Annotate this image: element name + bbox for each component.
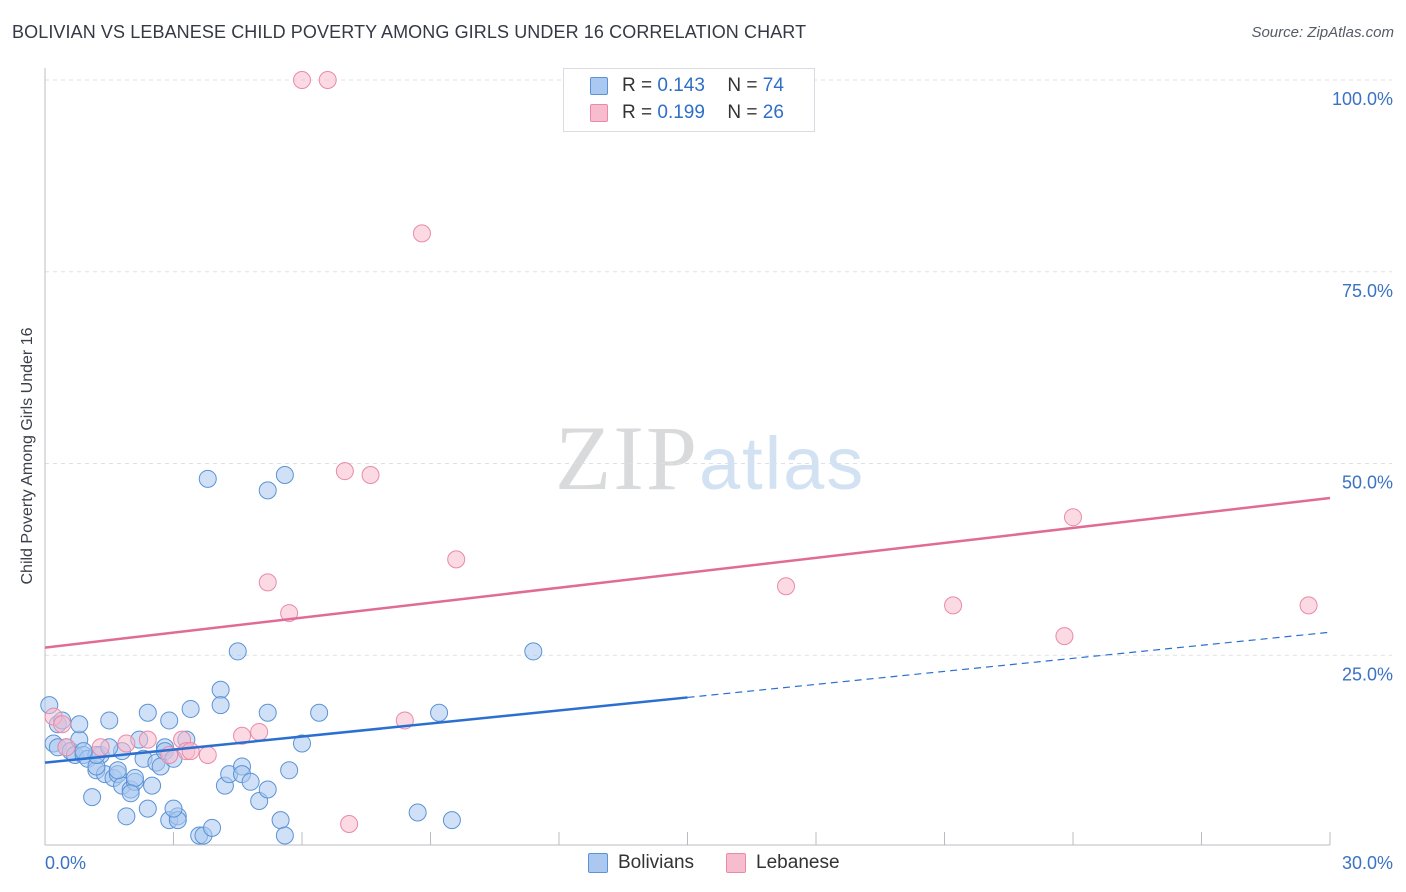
bolivians-point [228, 642, 247, 661]
bolivians-point [100, 711, 119, 730]
lebanese-point [53, 715, 72, 734]
lebanese-point [1055, 627, 1074, 646]
bolivians-trend-extension [687, 631, 1331, 699]
series-legend: Bolivians Lebanese [588, 852, 872, 874]
bolivians-point [211, 696, 230, 715]
lebanese-point [335, 462, 354, 481]
lebanese-point [944, 596, 963, 615]
watermark-zip: ZIP [555, 407, 699, 509]
legend-item-bolivians: Bolivians [588, 852, 694, 874]
lebanese-point [318, 71, 337, 89]
bolivians-point [211, 680, 230, 699]
lebanese-point [293, 71, 311, 89]
bolivians-point [143, 776, 162, 795]
lebanese-trend-line [44, 496, 1331, 649]
lebanese-point [138, 730, 157, 749]
legend-n-value: 74 [762, 75, 784, 96]
bolivians-point [121, 784, 140, 803]
x-tick-labels: 0.0% 30.0% [45, 853, 1393, 873]
y-tick-label: 25.0% [1342, 664, 1393, 684]
legend-n-value: 26 [762, 102, 784, 123]
bolivians-point [442, 811, 461, 830]
bolivians-point [83, 788, 102, 807]
bolivians-point [70, 715, 89, 734]
lebanese-point [117, 734, 136, 753]
bolivians-point [181, 699, 200, 718]
legend-r-value: 0.143 [657, 75, 705, 96]
y-tick-labels: 25.0% 50.0% 75.0% 100.0% [1332, 89, 1393, 684]
bolivians-point [258, 703, 277, 722]
bolivians-point [241, 772, 260, 791]
bolivians-point [430, 703, 449, 722]
legend-r-label: R = [622, 102, 653, 123]
legend-row-lebanese: R = 0.199 N = 26 [590, 102, 784, 124]
y-tick-label: 100.0% [1332, 89, 1393, 109]
lebanese-point [91, 738, 110, 757]
lebanese-point [412, 224, 431, 243]
lebanese-point [250, 722, 269, 741]
bolivians-point [275, 466, 294, 485]
lebanese-point [233, 726, 252, 745]
bolivians-point [258, 780, 277, 799]
bolivians-point [310, 703, 329, 722]
bolivians-point [524, 642, 543, 661]
trend-lines [44, 496, 1331, 764]
bolivians-point [138, 703, 157, 722]
bolivians-point [138, 799, 157, 818]
lebanese-point [258, 573, 277, 592]
legend-r-value: 0.199 [657, 102, 705, 123]
bolivians-point [117, 807, 136, 826]
bolivians-point [160, 711, 179, 730]
legend-r-label: R = [622, 75, 653, 96]
lebanese-points [44, 71, 1318, 833]
bolivians-point [275, 826, 294, 845]
x-tick-label: 0.0% [45, 853, 86, 873]
lebanese-point [280, 604, 299, 623]
bolivians-point [198, 469, 217, 488]
lebanese-point [447, 550, 466, 569]
bolivians-point [203, 818, 222, 837]
bolivians-point [164, 799, 183, 818]
watermark: ZIPatlas [555, 405, 865, 511]
lebanese-point [340, 814, 359, 833]
legend-swatch-blue [590, 77, 608, 95]
lebanese-point [361, 466, 380, 485]
legend-swatch-pink [726, 853, 747, 873]
legend-label-bolivians: Bolivians [618, 852, 695, 873]
chart-title: BOLIVIAN VS LEBANESE CHILD POVERTY AMONG… [12, 22, 807, 42]
lebanese-point [1064, 508, 1082, 527]
bolivians-point [125, 768, 144, 787]
legend-swatch-blue [588, 853, 608, 873]
bolivians-point [293, 734, 311, 753]
bolivians-point [271, 811, 290, 830]
correlation-legend: R = 0.143 N = 74 R = 0.199 N = 26 [563, 68, 815, 132]
lebanese-point [777, 577, 796, 596]
bolivians-trend-line [44, 696, 688, 764]
y-tick-label: 50.0% [1342, 473, 1393, 493]
bolivians-point [108, 761, 127, 780]
y-tick-label: 75.0% [1342, 281, 1393, 301]
legend-n-label: N = [727, 75, 758, 96]
x-axis-ticks [44, 832, 1331, 845]
legend-n-label: N = [727, 102, 758, 123]
lebanese-point [1299, 596, 1318, 615]
lebanese-point [57, 738, 76, 757]
legend-row-bolivians: R = 0.143 N = 74 [590, 75, 784, 97]
legend-label-lebanese: Lebanese [756, 852, 840, 873]
legend-swatch-pink [590, 104, 608, 122]
bolivians-point [258, 481, 277, 500]
bolivians-point [280, 761, 299, 780]
bolivians-points [40, 466, 543, 845]
y-axis-label: Child Poverty Among Girls Under 16 [19, 327, 36, 585]
source-credit: Source: ZipAtlas.com [1251, 24, 1394, 41]
legend-item-lebanese: Lebanese [726, 852, 840, 874]
x-tick-label: 30.0% [1342, 853, 1393, 873]
lebanese-point [198, 745, 217, 764]
lebanese-point [181, 742, 200, 761]
bolivians-point [408, 803, 427, 822]
